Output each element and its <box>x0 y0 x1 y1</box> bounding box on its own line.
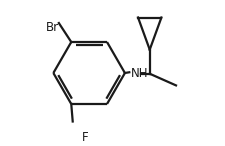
Text: F: F <box>81 131 88 144</box>
Text: NH: NH <box>131 67 148 80</box>
Text: Br: Br <box>46 20 59 34</box>
